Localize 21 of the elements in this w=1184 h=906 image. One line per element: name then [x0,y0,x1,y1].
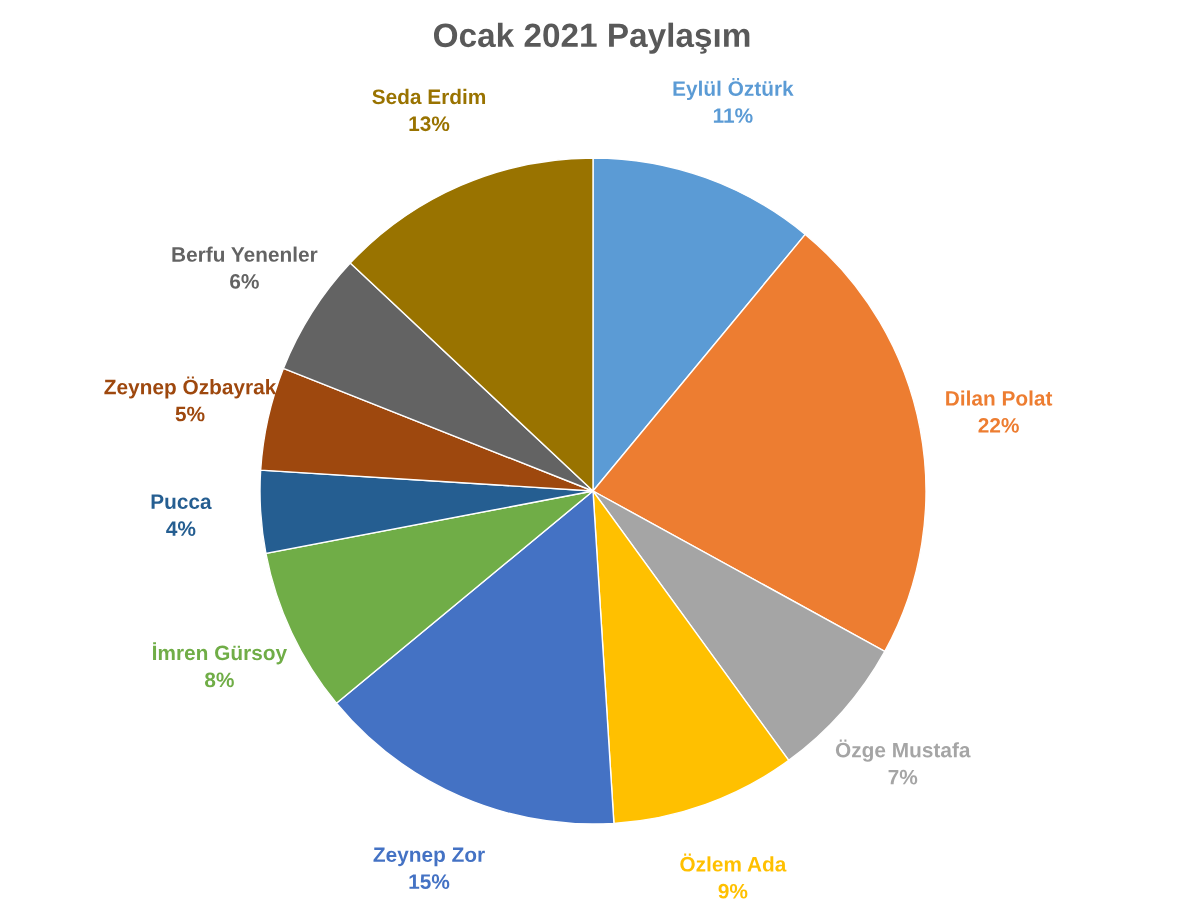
slice-label: Seda Erdim [372,88,486,105]
data-label: 5% [175,406,205,422]
data-label: 15% [409,874,450,890]
data-label: 7% [888,769,918,785]
data-label: 22% [978,417,1019,433]
data-label: 9% [718,883,748,899]
slice-label: Zeynep Zor [373,847,485,867]
slice-label: Özlem Ada [680,853,787,872]
data-label: 6% [230,274,259,289]
slice-label: Özge Mustafa [835,739,971,762]
data-label: 4% [166,521,196,536]
chart-title: Ocak 2021 Paylaşım [434,22,750,54]
data-label: 8% [204,672,234,688]
slice-label: Zeynep Özbayrak [104,376,277,399]
data-label: 13% [409,116,450,132]
slice-label: Dilan Polat [946,390,1053,406]
data-label: 11% [713,108,753,123]
slice-label: Eylül Öztürk [673,77,794,101]
slice-label: İmren Gürsoy [153,642,287,665]
slice-label: Berfu Yenenler [172,246,318,262]
slice-label: Pucca [151,494,212,510]
